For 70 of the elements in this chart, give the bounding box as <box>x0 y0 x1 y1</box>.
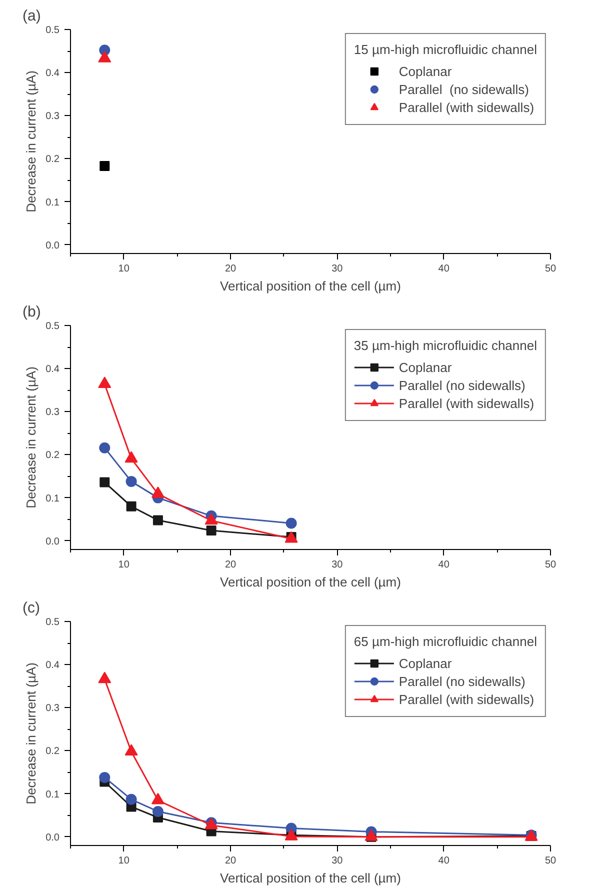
x-tick-label: 10 <box>118 560 130 570</box>
y-axis-title: Decrease in current (µA) <box>24 662 39 804</box>
point <box>99 442 110 454</box>
chart-title: (c) <box>22 600 40 616</box>
x-tick-label: 30 <box>332 264 344 274</box>
point <box>152 806 164 817</box>
legend-label: Parallel (with sidewalls) <box>398 394 534 412</box>
x-tick-label: 30 <box>332 856 344 866</box>
x-tick-label: 50 <box>544 560 556 570</box>
legend-label: Coplanar <box>398 654 452 672</box>
y-tick-label: 0.1 <box>46 197 60 208</box>
y-tick-label: 0.4 <box>46 364 60 376</box>
y-axis-title: Decrease in current (µA) <box>24 70 39 212</box>
point <box>126 501 136 512</box>
y-tick-label: 0.2 <box>46 746 60 758</box>
chart-title: (b) <box>22 304 41 320</box>
x-axis-title: Vertical position of the cell (µm) <box>220 870 401 886</box>
point <box>151 792 164 804</box>
y-tick-label: 0.3 <box>46 111 60 122</box>
y-tick-label: 0.0 <box>46 536 60 548</box>
x-axis-title: Vertical position of the cell (µm) <box>220 278 401 294</box>
y-tick-label: 0.4 <box>46 68 60 80</box>
x-tick-label: 30 <box>332 560 344 570</box>
y-axis-title: Decrease in current (µA) <box>24 366 39 508</box>
point <box>126 794 137 805</box>
x-tick-label: 40 <box>438 856 450 866</box>
x-tick-label: 10 <box>118 264 130 274</box>
legend-label: Parallel (no sidewalls) <box>398 672 526 690</box>
y-tick-label: 0.5 <box>46 321 60 332</box>
legend-label: Coplanar <box>398 358 452 376</box>
point <box>152 515 163 526</box>
legend-label: Parallel (no sidewalls) <box>398 376 526 394</box>
legend-label: Parallel (no sidewalls) <box>398 80 529 98</box>
legend-label: Parallel (with sidewalls) <box>398 690 534 708</box>
point <box>124 744 138 756</box>
legend-label: Parallel (with sidewalls) <box>398 98 534 116</box>
y-tick-label: 0.3 <box>46 703 60 714</box>
point <box>99 772 110 783</box>
y-tick-label: 0.1 <box>46 789 60 800</box>
y-tick-label: 0.0 <box>46 240 60 252</box>
x-tick-label: 40 <box>438 560 450 570</box>
point <box>98 376 112 388</box>
point <box>206 526 216 536</box>
x-tick-label: 10 <box>118 856 130 866</box>
point <box>98 672 112 684</box>
y-tick-label: 0.0 <box>46 832 60 844</box>
point <box>100 477 110 488</box>
point <box>286 518 297 529</box>
y-tick-label: 0.2 <box>46 450 60 462</box>
y-tick-label: 0.1 <box>46 493 60 504</box>
chart-title: (a) <box>22 8 41 24</box>
point <box>151 486 164 498</box>
y-tick-label: 0.5 <box>46 25 60 36</box>
y-tick-label: 0.5 <box>46 617 60 628</box>
x-axis-title: Vertical position of the cell (µm) <box>220 574 401 590</box>
x-tick-label: 50 <box>544 856 556 866</box>
legend-label: Coplanar <box>398 62 452 80</box>
x-tick-label: 40 <box>438 264 450 274</box>
legend-title: 15 µm-high microfluidic channel <box>354 42 537 57</box>
point <box>126 476 137 487</box>
x-tick-label: 20 <box>224 560 236 570</box>
x-tick-label: 50 <box>544 264 556 274</box>
x-tick-label: 20 <box>224 856 236 866</box>
y-tick-label: 0.2 <box>46 154 60 166</box>
legend-title: 65 µm-high microfluidic channel <box>354 634 537 649</box>
x-tick-label: 20 <box>224 264 236 274</box>
y-tick-label: 0.4 <box>46 660 60 672</box>
point <box>124 451 138 463</box>
legend-title: 35 µm-high microfluidic channel <box>354 338 537 353</box>
y-tick-label: 0.3 <box>46 407 60 418</box>
